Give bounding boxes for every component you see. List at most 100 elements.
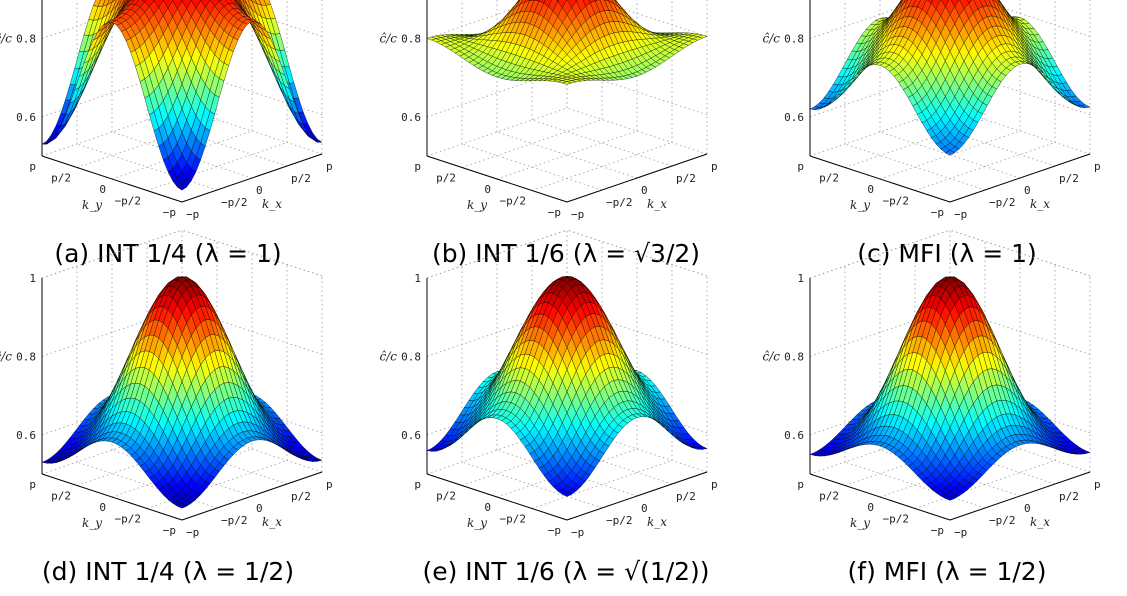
z-axis-label: ĉ/c — [0, 349, 12, 363]
y-tick-label: −p/2 — [500, 195, 527, 208]
z-tick-label: 0.8 — [401, 350, 421, 363]
x-tick-label: p — [711, 160, 718, 173]
axes: 0.60.81−p−p/20p/2p−p−p/20p/2pĉ/ck_xk_y — [0, 0, 333, 221]
x-tick-label: −p/2 — [606, 196, 633, 209]
z-tick-label: 0.8 — [401, 32, 421, 45]
y-tick-label: −p — [931, 206, 944, 219]
z-tick-label: 0.6 — [401, 429, 421, 442]
x-tick-label: −p/2 — [221, 514, 248, 527]
panel-e: 0.6 0.8 1 −p −p/2 0 p/2 p −p −p/2 0 p/2 p ĉ/c k_x k_y (e… — [380, 229, 718, 586]
panel-a: 0.60.81−p−p/20p/2p−p−p/20p/2pĉ/ck_xk_y(a… — [0, 0, 333, 268]
x-axis-label: k_x — [647, 515, 667, 529]
y-tick-label: −p — [548, 524, 561, 537]
z-tick-label: 0.6 — [784, 111, 804, 124]
panel-c: 0.60.81−p−p/20p/2p−p−p/20p/2pĉ/ck_xk_y(c… — [763, 0, 1101, 268]
z-tick-label: 1 — [414, 272, 421, 285]
surface-cell — [312, 138, 323, 143]
x-tick-label: p/2 — [676, 490, 696, 503]
x-tick-label: −p/2 — [606, 514, 633, 527]
x-tick-label: 0 — [641, 502, 648, 515]
panel-caption: (c) MFI (λ = 1) — [857, 239, 1037, 268]
x-tick-label: −p — [571, 208, 584, 221]
z-tick-label: 0.6 — [401, 111, 421, 124]
panel-b: 0.60.81−p−p/20p/2p−p−p/20p/2pĉ/ck_xk_y(b… — [380, 0, 718, 268]
x-tick-label: p — [1094, 160, 1101, 173]
z-tick-label: 0.6 — [16, 429, 36, 442]
surface — [41, 276, 323, 509]
x-axis-label: k_x — [1030, 197, 1050, 211]
x-tick-label: p/2 — [1059, 172, 1079, 185]
x-axis-label: k_x — [262, 515, 282, 529]
y-axis-label: k_y — [467, 198, 487, 212]
x-tick-label: p — [326, 478, 333, 491]
y-tick-label: 0 — [99, 183, 106, 196]
z-tick-label: 0.6 — [16, 111, 36, 124]
y-axis-label: k_y — [82, 198, 102, 212]
z-axis-label: ĉ/c — [380, 31, 398, 45]
z-tick-label: 0.8 — [16, 32, 36, 45]
y-tick-label: 0 — [99, 501, 106, 514]
x-tick-label: p/2 — [291, 172, 311, 185]
z-axis-label: ĉ/c — [380, 349, 398, 363]
panel-caption: (d) INT 1/4 (λ = 1/2) — [42, 557, 294, 586]
y-tick-label: p/2 — [436, 172, 456, 185]
surface — [809, 276, 1091, 501]
surface-cell — [41, 140, 52, 145]
x-axis-label: k_x — [262, 197, 282, 211]
y-tick-label: 0 — [867, 183, 874, 196]
x-tick-label: 0 — [1024, 184, 1031, 197]
y-tick-label: −p — [163, 524, 176, 537]
y-tick-label: −p — [163, 206, 176, 219]
y-tick-label: p — [29, 478, 36, 491]
y-tick-label: p/2 — [436, 490, 456, 503]
x-tick-label: −p — [186, 208, 199, 221]
x-tick-label: 0 — [641, 184, 648, 197]
y-tick-label: p — [414, 160, 421, 173]
surface — [426, 276, 708, 497]
z-tick-label: 1 — [29, 272, 36, 285]
x-tick-label: 0 — [256, 184, 263, 197]
y-tick-label: −p/2 — [500, 513, 527, 526]
y-tick-label: −p/2 — [883, 195, 910, 208]
y-tick-label: p/2 — [51, 490, 71, 503]
y-axis-label: k_y — [850, 198, 870, 212]
x-tick-label: −p/2 — [989, 196, 1016, 209]
x-tick-label: −p — [186, 526, 199, 539]
y-tick-label: 0 — [484, 183, 491, 196]
y-tick-label: p — [414, 478, 421, 491]
x-tick-label: p/2 — [291, 490, 311, 503]
z-tick-label: 0.8 — [16, 350, 36, 363]
x-tick-label: p/2 — [676, 172, 696, 185]
z-tick-label: 0.8 — [784, 32, 804, 45]
y-tick-label: −p/2 — [115, 513, 142, 526]
y-tick-label: p/2 — [819, 172, 839, 185]
y-tick-label: −p — [548, 206, 561, 219]
z-axis-label: ĉ/c — [763, 31, 781, 45]
panel-d: 0.6 0.8 1 −p −p/2 0 p/2 p −p −p/2 0 p/2 p ĉ/c k_x k_y (d… — [0, 229, 333, 586]
surface-cell — [561, 81, 573, 85]
y-tick-label: p/2 — [51, 172, 71, 185]
y-tick-label: p — [797, 160, 804, 173]
surface-cell — [176, 183, 188, 191]
surface — [41, 0, 323, 191]
surface — [809, 0, 1091, 156]
panel-caption: (e) INT 1/6 (λ = √(1/2)) — [422, 557, 709, 586]
surface — [426, 0, 708, 85]
panel-caption: (a) INT 1/4 (λ = 1) — [54, 239, 281, 268]
panel-caption: (b) INT 1/6 (λ = √3/2) — [432, 239, 700, 268]
y-tick-label: −p/2 — [115, 195, 142, 208]
y-tick-label: 0 — [484, 501, 491, 514]
y-axis-label: k_y — [467, 516, 487, 530]
x-tick-label: 0 — [256, 502, 263, 515]
x-tick-label: p — [326, 160, 333, 173]
x-tick-label: −p — [571, 526, 584, 539]
x-axis-label: k_x — [647, 197, 667, 211]
z-axis-label: ĉ/c — [0, 31, 12, 45]
axes: 0.60.81−p−p/20p/2p−p−p/20p/2pĉ/ck_xk_y — [380, 0, 718, 221]
y-tick-label: p — [29, 160, 36, 173]
x-tick-label: −p — [954, 208, 967, 221]
x-tick-label: p — [711, 478, 718, 491]
x-tick-label: −p/2 — [221, 196, 248, 209]
panel-f: 0.60.81−p−p/20p/2p−p−p/20p/2pĉ/ck_xk_y(f… — [763, 229, 1101, 586]
